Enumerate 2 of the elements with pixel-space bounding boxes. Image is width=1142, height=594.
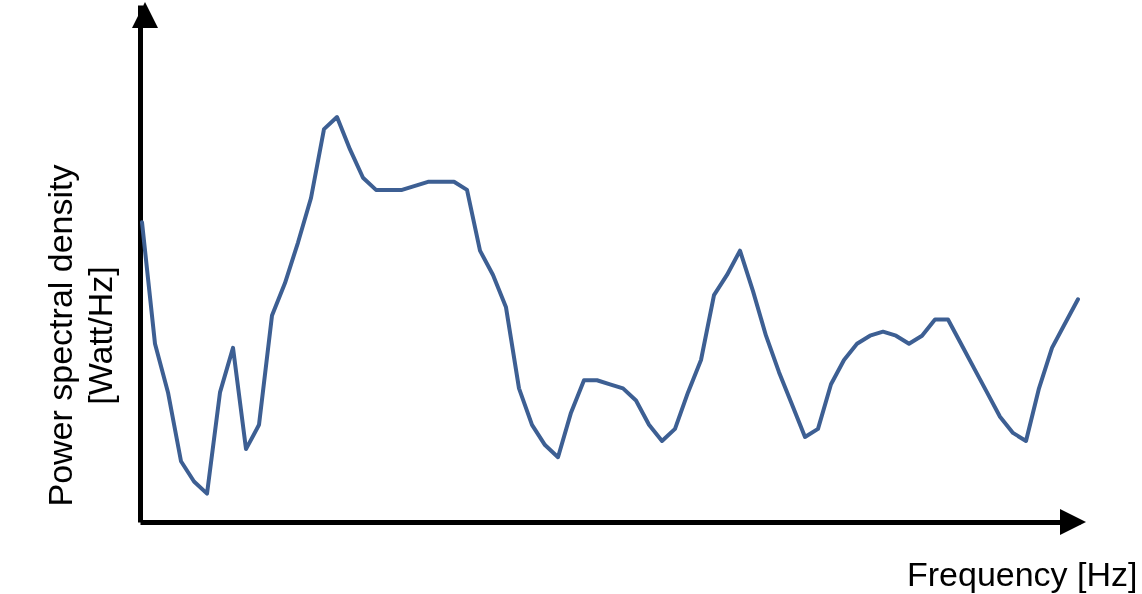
y-axis-title: Power spectral density [Watt/Hz] (40, 164, 119, 507)
x-axis-title: Frequency [Hz] (906, 554, 1138, 593)
